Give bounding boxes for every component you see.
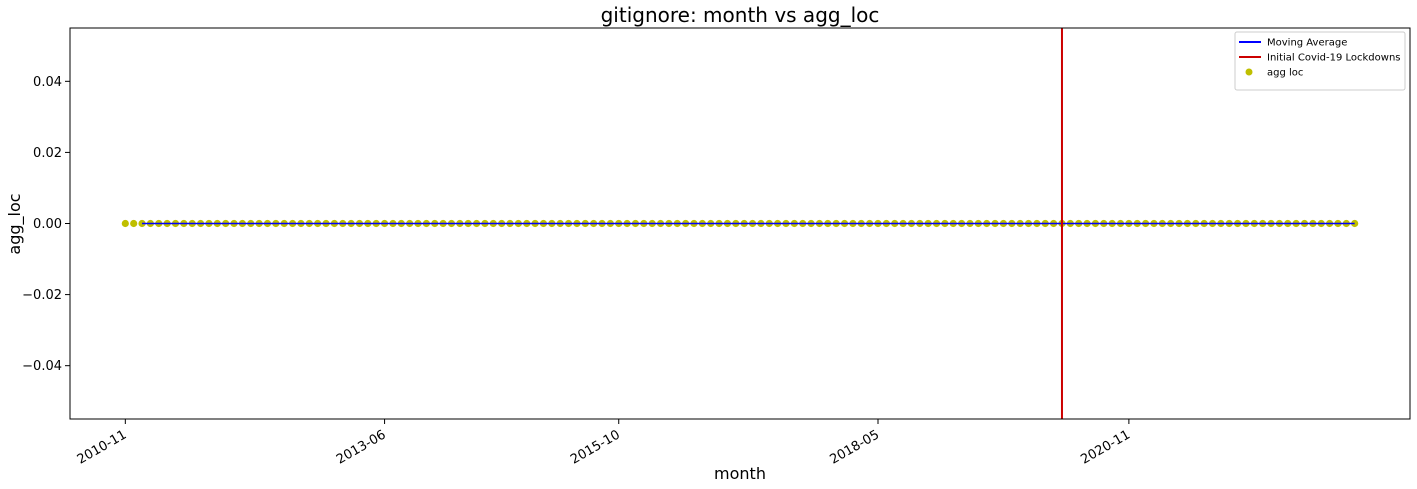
plot-area (121, 28, 1359, 419)
legend-label: agg loc (1267, 68, 1303, 79)
legend-box (1234, 31, 1406, 91)
y-tick-label: 0.02 (33, 146, 62, 161)
y-tick-label: −0.02 (22, 288, 62, 303)
y-axis: 0.04 0.02 0.00 −0.02 −0.04 (22, 75, 70, 374)
data-point (130, 219, 138, 228)
legend-label: Initial Covid-19 Lockdowns (1267, 53, 1401, 64)
legend-marker (1245, 68, 1253, 76)
legend-label: Moving Average (1267, 38, 1347, 49)
legend: Moving Average Initial Covid-19 Lockdowns… (1234, 31, 1406, 91)
y-tick-label: 0.00 (33, 217, 62, 232)
data-point (121, 219, 129, 228)
y-tick-label: −0.04 (22, 359, 62, 374)
x-axis-title: month (714, 464, 766, 483)
y-axis-title: agg_loc (5, 193, 25, 254)
chart-title: gitignore: month vs agg_loc (601, 3, 880, 27)
y-tick-label: 0.04 (33, 75, 62, 90)
